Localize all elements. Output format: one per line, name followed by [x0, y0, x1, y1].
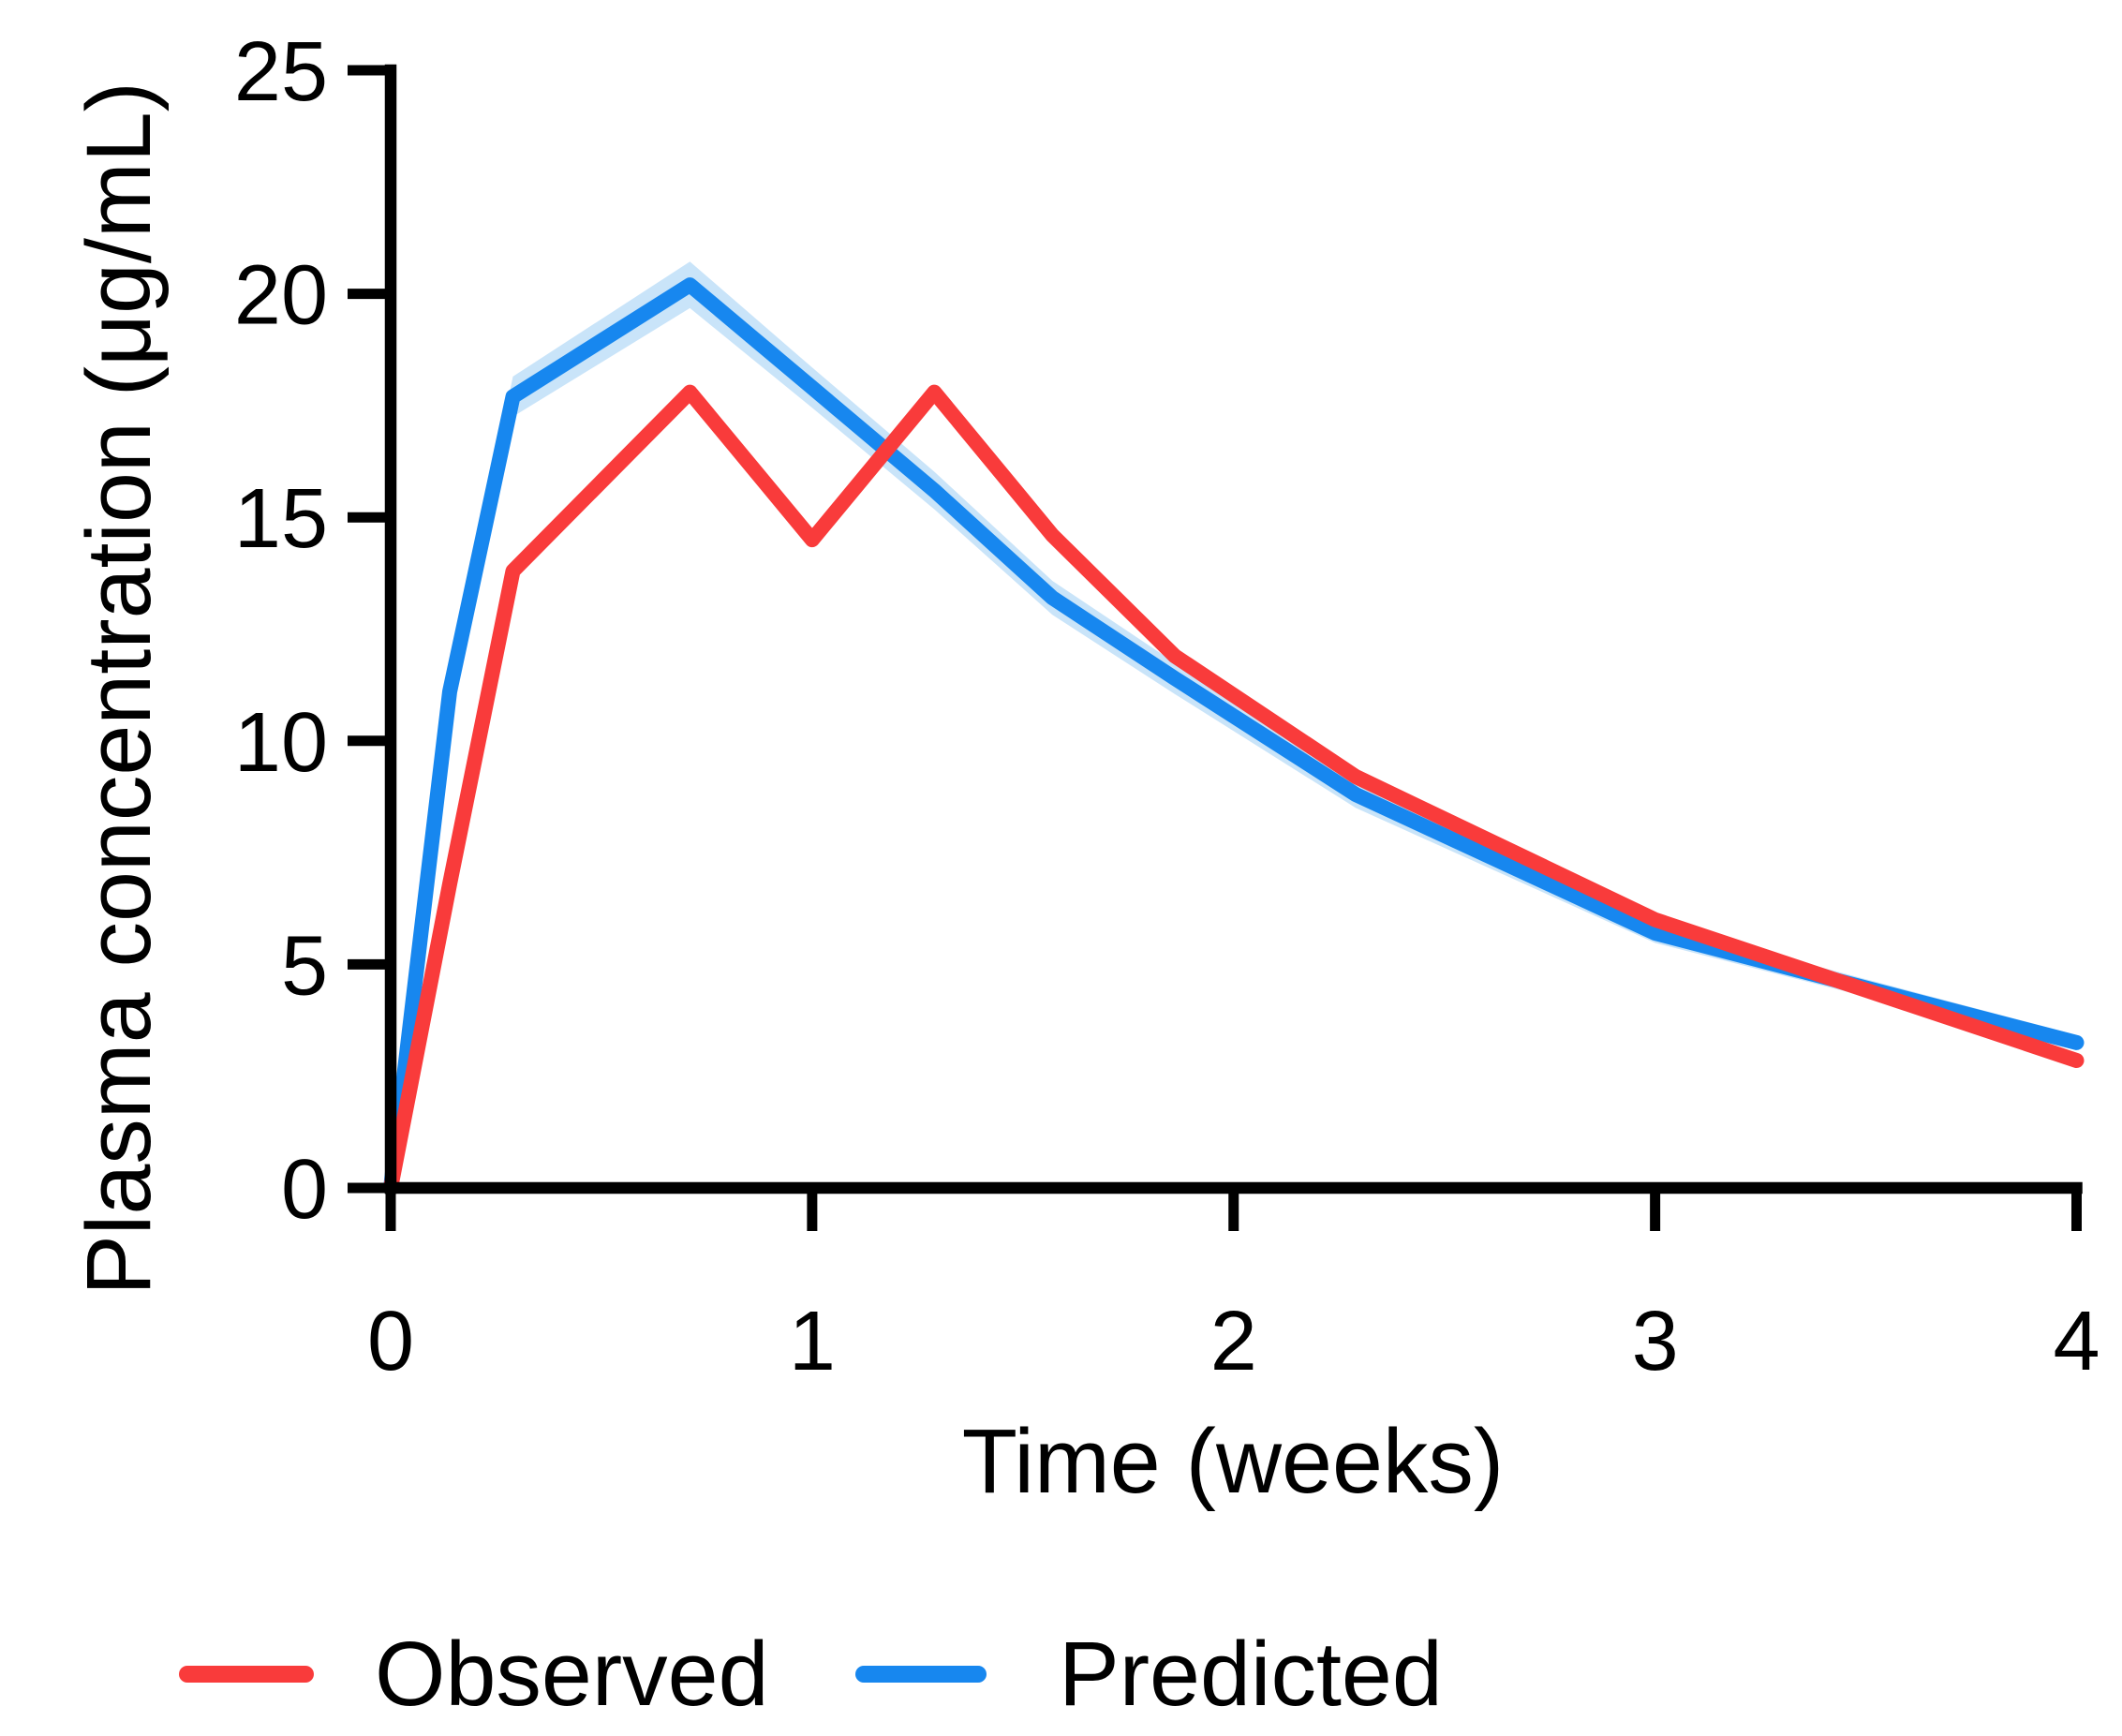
tick-label: 1: [789, 1295, 836, 1388]
predicted-ci-band: [391, 261, 2077, 1191]
x-axis-title: Time (weeks): [962, 1410, 1504, 1512]
tick-label: 2: [1210, 1295, 1257, 1388]
legend-predicted-label: Predicted: [1059, 1623, 1443, 1725]
legend-item-observed: Observed: [179, 1623, 769, 1725]
legend: Observed Predicted: [179, 1623, 1443, 1725]
tick-label: 5: [281, 919, 328, 1013]
tick-label: 10: [234, 696, 328, 790]
legend-item-predicted: Predicted: [855, 1623, 1443, 1725]
x-axis: 0 1 2 3 4 Time (weeks): [367, 1181, 2100, 1512]
tick-label: 4: [2053, 1295, 2100, 1388]
tick-label: 0: [281, 1143, 328, 1237]
x-ticks: [385, 1188, 2082, 1231]
tick-label: 25: [234, 25, 328, 119]
y-tick-labels: 0 5 10 15 20 25: [234, 25, 328, 1237]
tick-label: 20: [234, 249, 328, 343]
tick-label: 15: [234, 472, 328, 566]
legend-observed-label: Observed: [375, 1623, 769, 1725]
x-tick-labels: 0 1 2 3 4: [367, 1295, 2100, 1388]
tick-label: 3: [1632, 1295, 1679, 1388]
observed-line: [383, 384, 2085, 1195]
y-ticks: [348, 65, 391, 1194]
y-axis-title: Plasma concentration (μg/mL): [67, 82, 170, 1296]
predicted-line: [383, 277, 2085, 1195]
y-axis: 0 5 10 15 20 25 Plasma concentration (μg/mL): [67, 25, 397, 1296]
tick-label: 0: [367, 1295, 414, 1388]
